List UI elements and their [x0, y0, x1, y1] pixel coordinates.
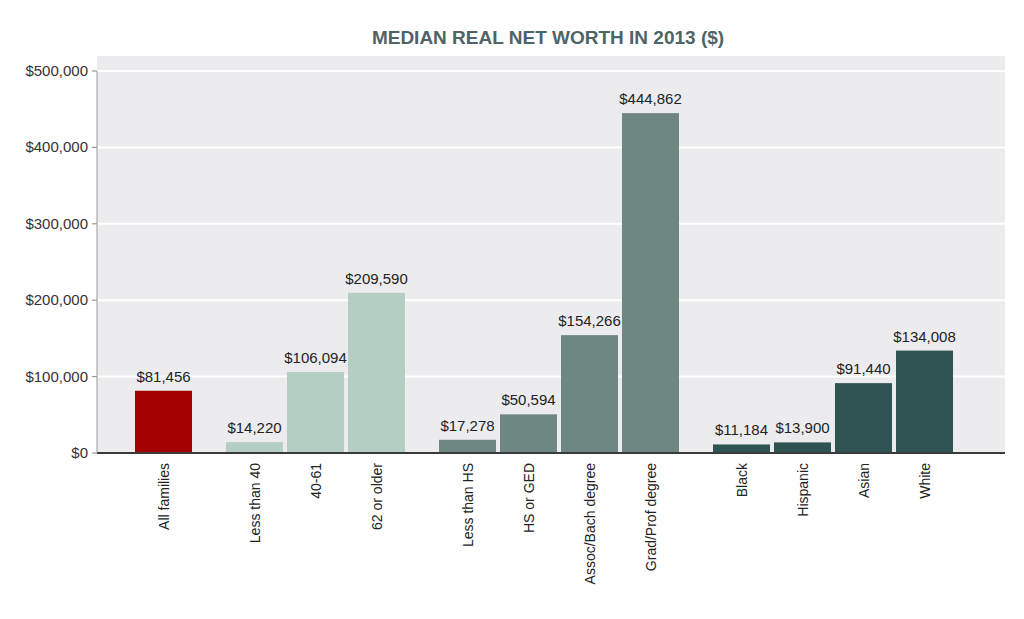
tick-label: $300,000	[25, 215, 88, 232]
data-label: $13,900	[775, 419, 829, 436]
bar	[135, 391, 192, 453]
chart: MEDIAN REAL NET WORTH IN 2013 ($) $0 $100,…	[0, 0, 1024, 619]
tick-label: $100,000	[25, 368, 88, 385]
data-label: $209,590	[345, 270, 408, 287]
data-label: $17,278	[440, 417, 494, 434]
tick-mark	[92, 300, 97, 301]
bar	[287, 372, 344, 453]
tick-mark	[92, 453, 97, 454]
data-label: $11,184	[715, 421, 768, 438]
category-label: 62 or older	[369, 463, 385, 530]
grid-line	[97, 299, 1005, 301]
data-label: $91,440	[836, 360, 890, 377]
category-label: HS or GED	[521, 463, 537, 533]
bar	[896, 351, 953, 453]
bar	[774, 442, 831, 453]
grid-line	[97, 452, 1005, 454]
tick-label: $400,000	[25, 138, 88, 155]
data-label: $50,594	[501, 391, 555, 408]
tick-label: $500,000	[25, 62, 88, 79]
tick-mark	[92, 223, 97, 224]
tick-label: $0	[71, 444, 88, 461]
category-label: Hispanic	[795, 463, 811, 517]
category-label: Black	[734, 462, 750, 497]
bars	[135, 113, 953, 453]
bar	[713, 444, 770, 453]
category-label: Grad/Prof degree	[643, 463, 659, 571]
category-label: All families	[156, 463, 172, 530]
y-axis-line	[97, 71, 98, 453]
tick-label: $200,000	[25, 291, 88, 308]
data-label: $106,094	[284, 349, 347, 366]
grid-line	[97, 146, 1005, 148]
data-label: $134,008	[893, 328, 956, 345]
x-axis-line	[97, 452, 1005, 454]
title: MEDIAN REAL NET WORTH IN 2013 ($)	[372, 27, 724, 48]
category-label: Asian	[856, 463, 872, 498]
bar	[561, 335, 618, 453]
tick-mark	[92, 147, 97, 148]
bar	[348, 293, 405, 453]
data-label: $14,220	[227, 419, 281, 436]
bar	[500, 414, 557, 453]
grid-line	[97, 223, 1005, 225]
category-label: Less than HS	[460, 463, 476, 547]
category-label: 40-61	[308, 463, 324, 499]
data-label: $154,266	[558, 312, 621, 329]
tick-mark	[92, 71, 97, 72]
bar	[835, 383, 892, 453]
bar	[439, 440, 496, 453]
bar	[622, 113, 679, 453]
data-label: $81,456	[136, 368, 190, 385]
bar	[226, 442, 283, 453]
data-label: $444,862	[619, 90, 682, 107]
plot-background	[97, 56, 1005, 453]
grid-line	[97, 70, 1005, 72]
category-label: Assoc/Bach degree	[582, 463, 598, 585]
category-label: Less than 40	[247, 463, 263, 543]
category-label: White	[917, 463, 933, 499]
tick-mark	[92, 376, 97, 377]
